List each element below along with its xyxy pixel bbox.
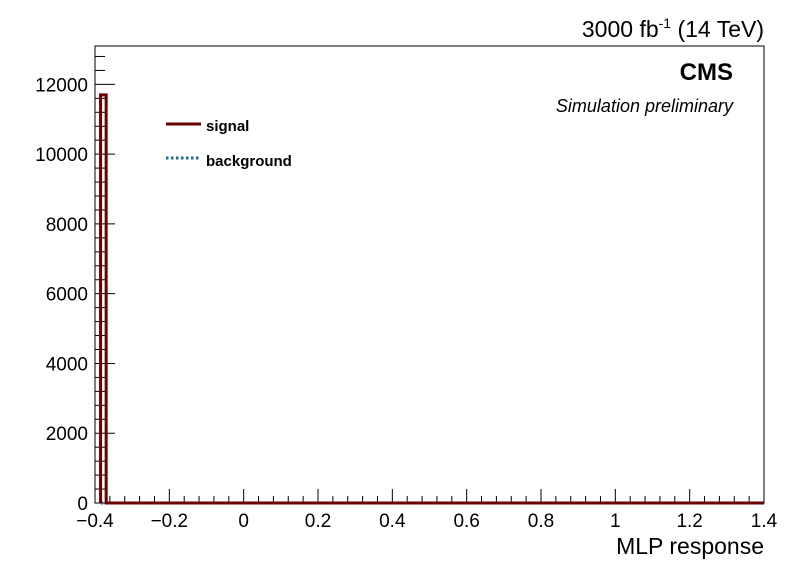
x-tick-label: 0.8 <box>528 511 554 532</box>
x-tick-label: 1.2 <box>676 511 702 532</box>
y-tick-label: 10000 <box>35 145 88 166</box>
x-axis-label: MLP response <box>616 533 764 559</box>
y-tick-label: 6000 <box>46 285 88 306</box>
x-tick-label: −0.4 <box>76 511 114 532</box>
header-lumi: 3000 fb-1 (14 TeV) <box>582 15 764 42</box>
series-signal <box>99 93 764 505</box>
x-tick-label: 0.6 <box>453 511 479 532</box>
y-axis: 0 2000 4000 6000 8000 10000 12000 <box>35 55 115 515</box>
x-tick-label: 0 <box>238 511 249 532</box>
x-tick-label: 0.4 <box>379 511 406 532</box>
x-tick-label: 1 <box>610 511 621 532</box>
x-tick-label: 1.4 <box>751 511 778 532</box>
x-axis: −0.4 −0.2 0 0.2 0.4 0.6 0.8 1 1.2 1.4 <box>76 489 778 532</box>
y-tick-label: 4000 <box>46 354 88 375</box>
histogram-series <box>99 93 764 505</box>
y-tick-label: 2000 <box>46 424 88 445</box>
x-tick-label: 0.2 <box>305 511 331 532</box>
y-tick-label: 12000 <box>35 75 88 96</box>
subtitle-label: Simulation preliminary <box>556 96 734 116</box>
legend-background-label: background <box>206 153 292 170</box>
x-tick-label: −0.2 <box>151 511 189 532</box>
legend-signal-label: signal <box>206 118 249 135</box>
y-tick-label: 8000 <box>46 215 88 236</box>
experiment-label: CMS <box>680 59 733 86</box>
legend: signal background <box>166 118 292 170</box>
y-tick-label: 0 <box>77 494 88 515</box>
